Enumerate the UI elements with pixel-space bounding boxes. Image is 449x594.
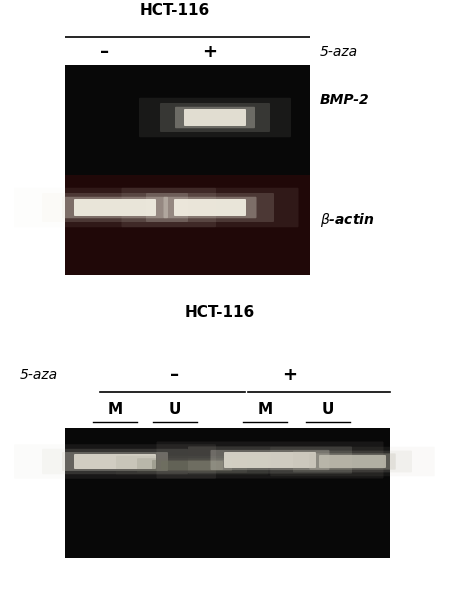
FancyBboxPatch shape xyxy=(175,107,255,128)
Text: M: M xyxy=(107,403,123,418)
Text: –: – xyxy=(101,43,110,61)
Bar xyxy=(65,175,310,275)
FancyBboxPatch shape xyxy=(174,199,246,216)
FancyBboxPatch shape xyxy=(188,447,352,473)
FancyBboxPatch shape xyxy=(74,454,156,469)
FancyBboxPatch shape xyxy=(161,461,223,470)
Text: +: + xyxy=(282,366,298,384)
FancyBboxPatch shape xyxy=(211,450,330,470)
Text: $\beta$-actin: $\beta$-actin xyxy=(320,211,374,229)
FancyBboxPatch shape xyxy=(62,452,168,471)
FancyBboxPatch shape xyxy=(163,197,256,218)
Text: BMP-2: BMP-2 xyxy=(320,93,370,107)
Text: U: U xyxy=(169,403,181,418)
Text: U: U xyxy=(322,403,334,418)
FancyBboxPatch shape xyxy=(270,447,435,476)
Text: HCT-116: HCT-116 xyxy=(185,305,255,320)
FancyBboxPatch shape xyxy=(309,453,396,470)
Text: 5-aza: 5-aza xyxy=(20,368,58,382)
Bar xyxy=(65,65,310,200)
Text: +: + xyxy=(202,43,217,61)
FancyBboxPatch shape xyxy=(42,449,188,474)
Text: 5-aza: 5-aza xyxy=(320,45,358,59)
FancyBboxPatch shape xyxy=(14,444,216,479)
FancyBboxPatch shape xyxy=(184,109,246,126)
FancyBboxPatch shape xyxy=(139,98,291,137)
FancyBboxPatch shape xyxy=(122,188,299,228)
FancyBboxPatch shape xyxy=(293,451,412,472)
FancyBboxPatch shape xyxy=(152,460,232,471)
Bar xyxy=(65,428,390,558)
FancyBboxPatch shape xyxy=(14,188,216,228)
FancyBboxPatch shape xyxy=(146,193,274,222)
Text: M: M xyxy=(257,403,273,418)
FancyBboxPatch shape xyxy=(116,456,268,475)
FancyBboxPatch shape xyxy=(319,455,386,468)
FancyBboxPatch shape xyxy=(160,103,270,132)
FancyBboxPatch shape xyxy=(62,197,168,218)
Text: HCT-116: HCT-116 xyxy=(140,3,210,18)
FancyBboxPatch shape xyxy=(74,199,156,216)
FancyBboxPatch shape xyxy=(137,458,247,473)
FancyBboxPatch shape xyxy=(224,452,316,468)
FancyBboxPatch shape xyxy=(42,193,188,222)
Text: –: – xyxy=(171,366,180,384)
FancyBboxPatch shape xyxy=(157,441,383,479)
